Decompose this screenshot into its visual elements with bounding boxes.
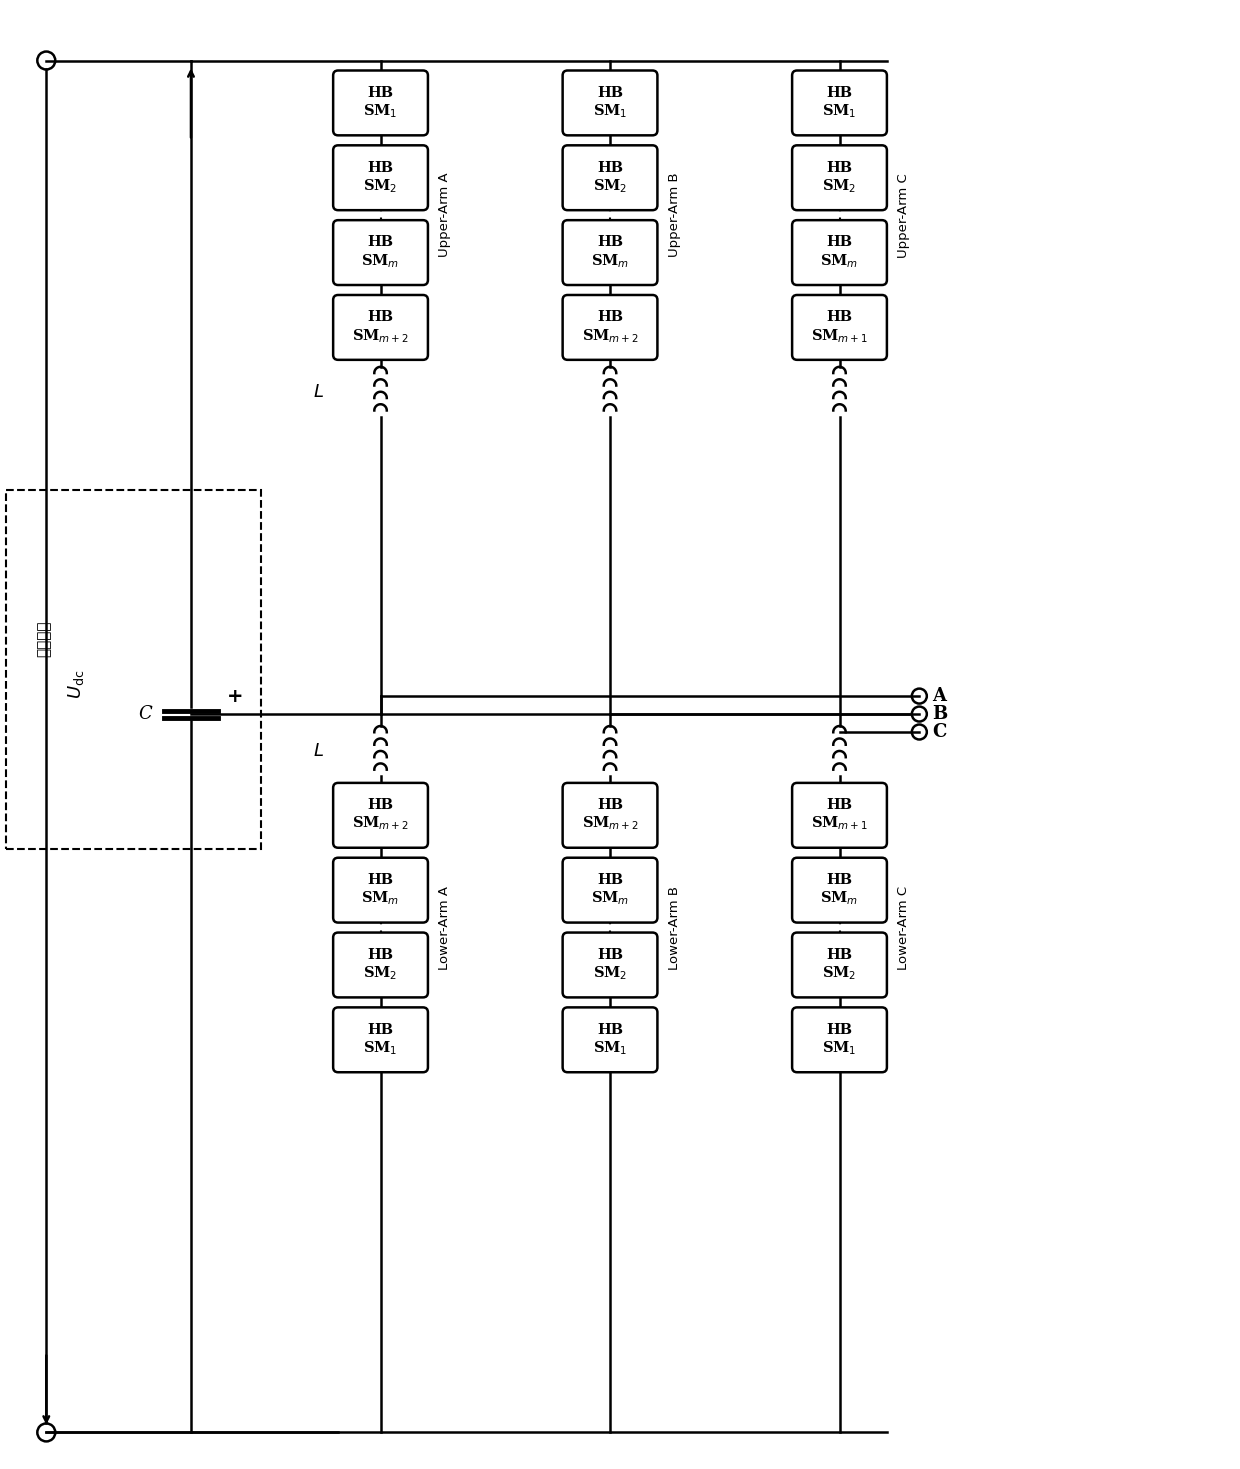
- Text: HB
SM$_2$: HB SM$_2$: [822, 160, 857, 195]
- Text: HB
SM$_{m+1}$: HB SM$_{m+1}$: [811, 798, 868, 833]
- FancyBboxPatch shape: [563, 71, 657, 135]
- Text: HB
SM$_m$: HB SM$_m$: [361, 235, 399, 270]
- FancyBboxPatch shape: [334, 220, 428, 285]
- Text: HB
SM$_1$: HB SM$_1$: [363, 1022, 398, 1058]
- FancyBboxPatch shape: [334, 783, 428, 848]
- Text: HB
SM$_{m+1}$: HB SM$_{m+1}$: [811, 310, 868, 345]
- Text: HB
SM$_m$: HB SM$_m$: [361, 873, 399, 908]
- FancyBboxPatch shape: [334, 858, 428, 923]
- Text: $\mathit{U}$$_{\mathrm{dc}}$: $\mathit{U}$$_{\mathrm{dc}}$: [66, 670, 87, 699]
- Text: HB
SM$_2$: HB SM$_2$: [822, 948, 857, 983]
- FancyBboxPatch shape: [563, 858, 657, 923]
- FancyBboxPatch shape: [563, 220, 657, 285]
- Text: HB
SM$_1$: HB SM$_1$: [822, 1022, 857, 1058]
- Text: HB
SM$_1$: HB SM$_1$: [363, 85, 398, 120]
- Text: Upper-Arm B: Upper-Arm B: [668, 173, 681, 257]
- FancyBboxPatch shape: [334, 71, 428, 135]
- FancyBboxPatch shape: [792, 933, 887, 997]
- FancyBboxPatch shape: [792, 220, 887, 285]
- Text: Upper-Arm C: Upper-Arm C: [898, 173, 910, 257]
- FancyBboxPatch shape: [334, 295, 428, 360]
- FancyBboxPatch shape: [334, 933, 428, 997]
- FancyBboxPatch shape: [563, 933, 657, 997]
- Text: A: A: [932, 687, 946, 705]
- Text: HB
SM$_{m+2}$: HB SM$_{m+2}$: [582, 798, 639, 833]
- Text: 高压直流: 高压直流: [37, 621, 52, 658]
- FancyBboxPatch shape: [334, 1008, 428, 1072]
- Text: HB
SM$_1$: HB SM$_1$: [593, 1022, 627, 1058]
- Text: HB
SM$_1$: HB SM$_1$: [593, 85, 627, 120]
- Text: HB
SM$_1$: HB SM$_1$: [822, 85, 857, 120]
- FancyBboxPatch shape: [792, 858, 887, 923]
- Text: $L$: $L$: [314, 383, 324, 401]
- Text: HB
SM$_m$: HB SM$_m$: [821, 235, 858, 270]
- FancyBboxPatch shape: [563, 145, 657, 210]
- Text: Upper-Arm A: Upper-Arm A: [439, 173, 451, 257]
- Text: C: C: [932, 723, 946, 740]
- Text: HB
SM$_2$: HB SM$_2$: [593, 948, 627, 983]
- FancyBboxPatch shape: [563, 295, 657, 360]
- Text: Lower-Arm C: Lower-Arm C: [898, 886, 910, 970]
- Text: HB
SM$_2$: HB SM$_2$: [363, 948, 398, 983]
- Text: HB
SM$_{m+2}$: HB SM$_{m+2}$: [582, 310, 639, 345]
- Text: Lower-Arm A: Lower-Arm A: [439, 886, 451, 970]
- Text: +: +: [227, 686, 243, 705]
- Text: HB
SM$_m$: HB SM$_m$: [591, 873, 629, 908]
- Text: $L$: $L$: [314, 742, 324, 759]
- Text: C: C: [138, 705, 151, 723]
- Text: B: B: [932, 705, 947, 723]
- FancyBboxPatch shape: [792, 71, 887, 135]
- Text: HB
SM$_{m+2}$: HB SM$_{m+2}$: [352, 798, 409, 833]
- FancyBboxPatch shape: [334, 145, 428, 210]
- Text: Lower-Arm B: Lower-Arm B: [668, 886, 681, 970]
- FancyBboxPatch shape: [563, 1008, 657, 1072]
- FancyBboxPatch shape: [563, 783, 657, 848]
- Text: HB
SM$_m$: HB SM$_m$: [821, 873, 858, 908]
- Text: HB
SM$_2$: HB SM$_2$: [363, 160, 398, 195]
- Text: HB
SM$_{m+2}$: HB SM$_{m+2}$: [352, 310, 409, 345]
- FancyBboxPatch shape: [792, 295, 887, 360]
- FancyBboxPatch shape: [792, 145, 887, 210]
- FancyBboxPatch shape: [792, 1008, 887, 1072]
- Text: HB
SM$_m$: HB SM$_m$: [591, 235, 629, 270]
- FancyBboxPatch shape: [792, 783, 887, 848]
- Text: HB
SM$_2$: HB SM$_2$: [593, 160, 627, 195]
